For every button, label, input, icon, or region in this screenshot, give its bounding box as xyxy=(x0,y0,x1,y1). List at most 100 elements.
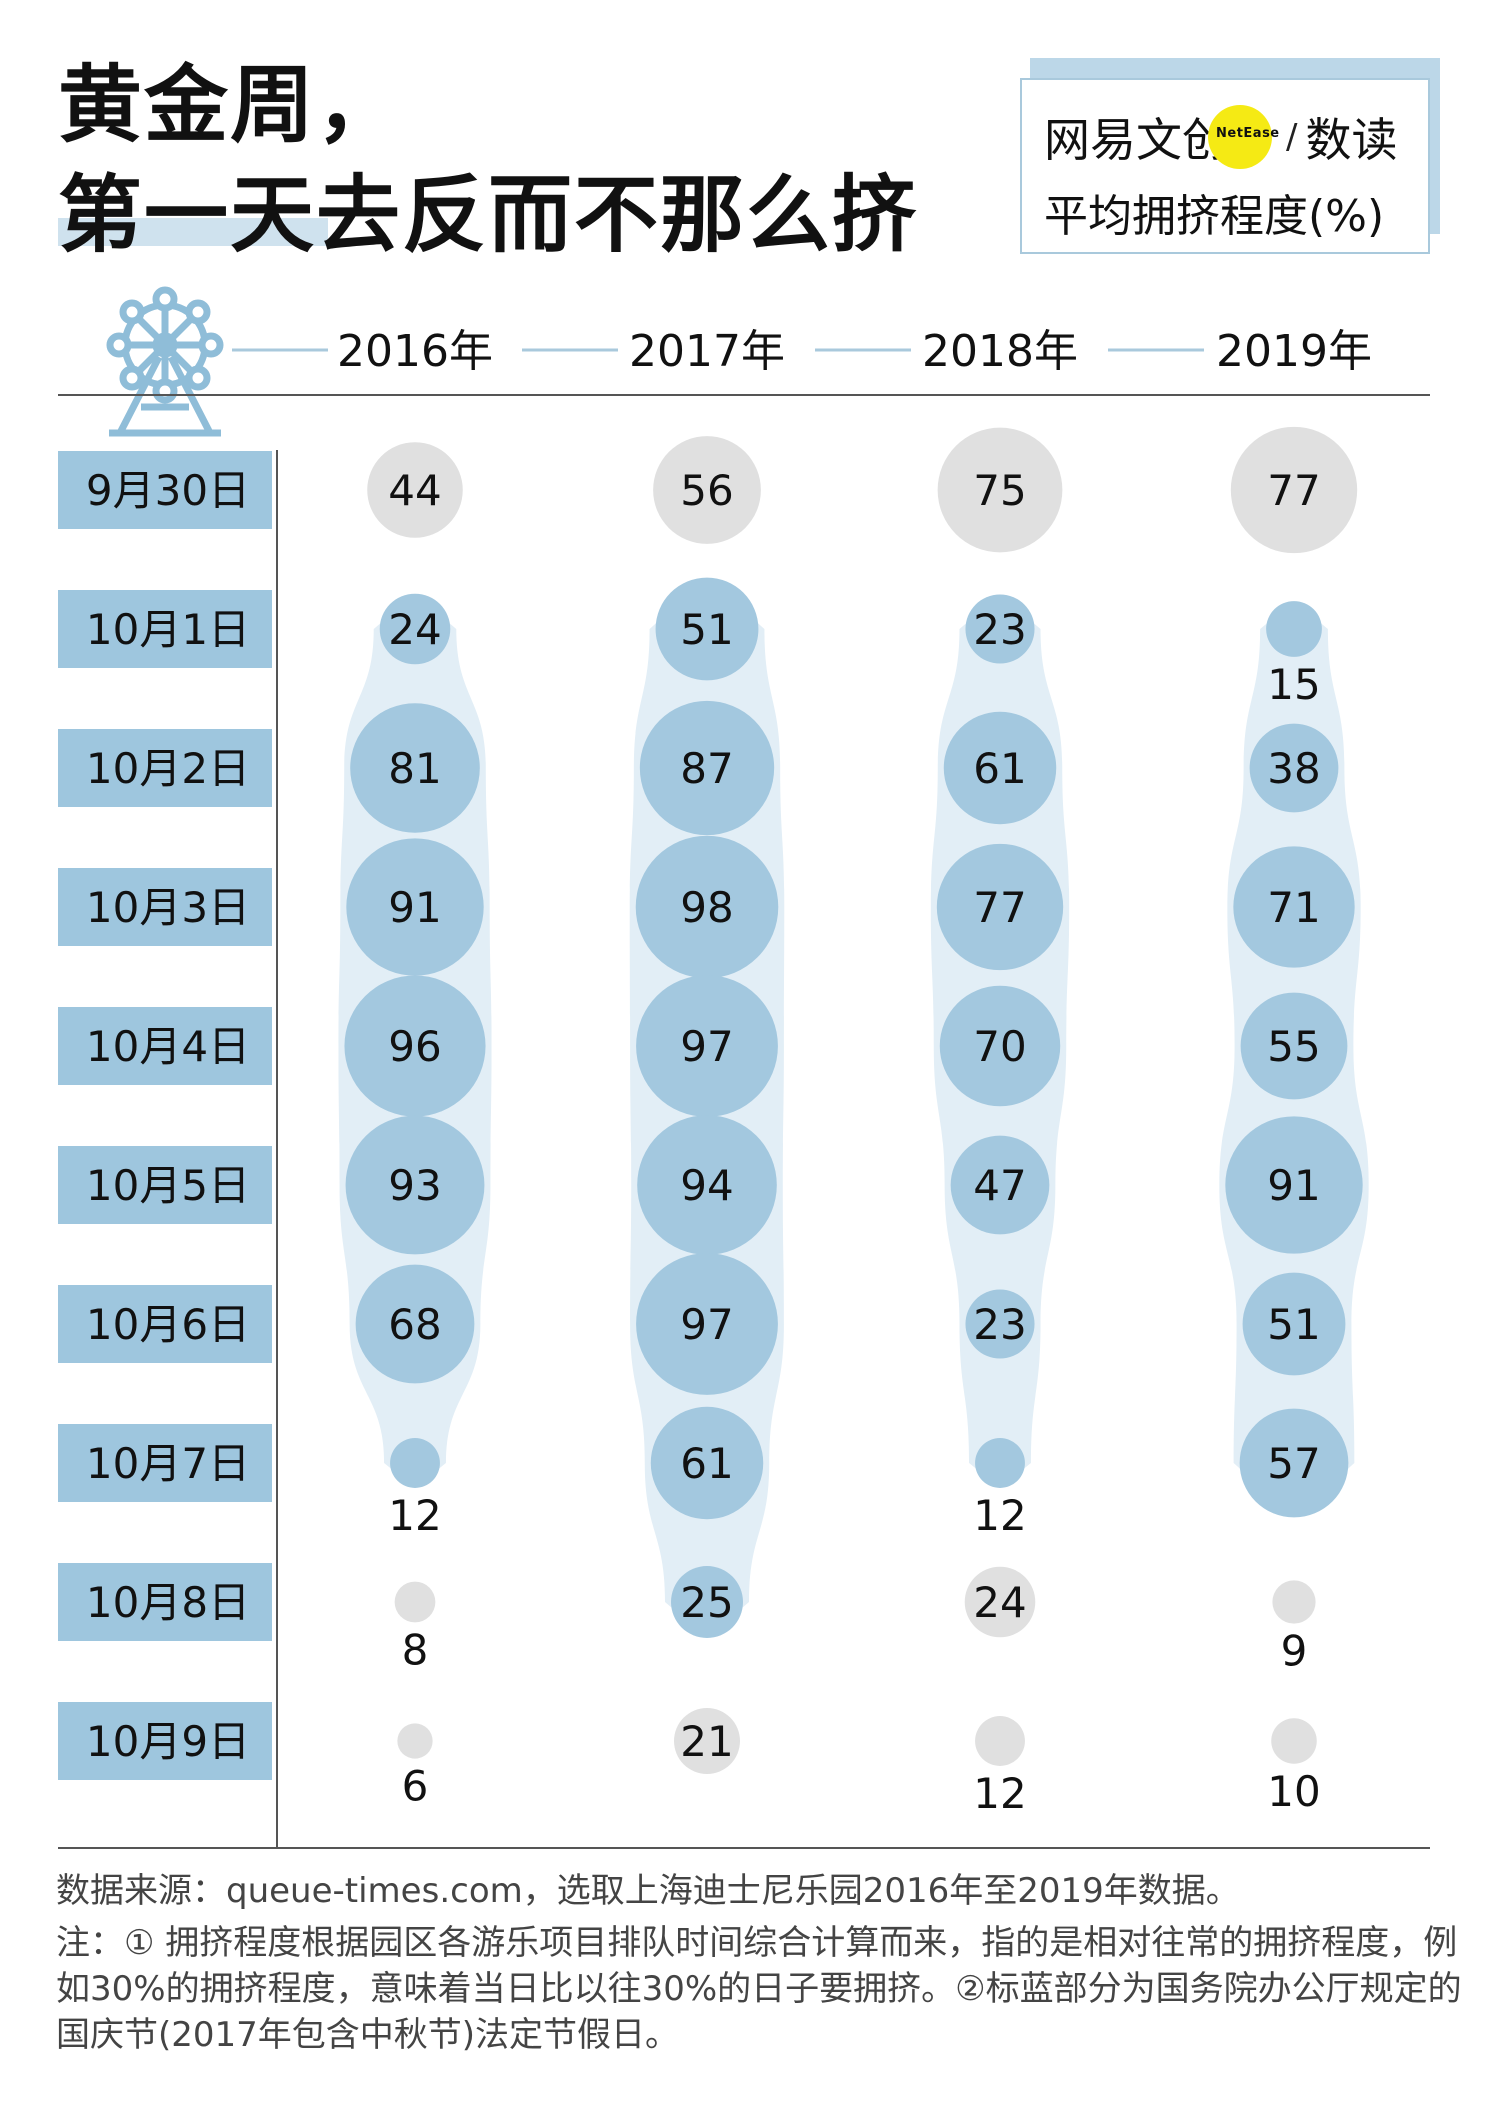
bubble-2018年-10月4日 xyxy=(939,985,1061,1107)
value-label-2017年-10月2日: 87 xyxy=(680,744,733,793)
year-label-2016年: 2016年 xyxy=(337,326,493,377)
year-label-2019年: 2019年 xyxy=(1216,326,1372,377)
bubble-2019年-9月30日 xyxy=(1230,426,1358,554)
row-label-bg-4 xyxy=(58,1007,272,1085)
row-label-bg-6 xyxy=(58,1285,272,1363)
bubble-2017年-10月5日 xyxy=(637,1115,777,1255)
value-label-2016年-10月3日: 91 xyxy=(388,883,441,932)
bubble-2017年-9月30日 xyxy=(653,436,761,544)
title: 黄金周， 第一天去反而不那么挤 xyxy=(58,50,918,270)
value-label-2016年-10月9日: 6 xyxy=(402,1762,429,1811)
title-line-1: 黄金周， xyxy=(58,56,403,154)
row-label-5: 10月5日 xyxy=(86,1161,250,1210)
bubble-2019年-10月7日 xyxy=(1239,1408,1349,1518)
value-label-2018年-10月9日: 12 xyxy=(973,1769,1026,1818)
row-label-0: 9月30日 xyxy=(86,466,250,515)
bubble-2019年-10月3日 xyxy=(1233,846,1355,968)
brand-logo-dot-text: NetEase xyxy=(1216,126,1280,141)
bubble-2017年-10月4日 xyxy=(636,975,778,1117)
row-label-1: 10月1日 xyxy=(86,605,250,654)
bubble-2019年-10月1日 xyxy=(1266,601,1322,657)
value-label-2017年-10月5日: 94 xyxy=(680,1161,733,1210)
value-label-2019年-10月7日: 57 xyxy=(1267,1439,1320,1488)
footnote: 注：① 拥挤程度根据园区各游乐项目排队时间综合计算而来，指的是相对往常的拥挤程度… xyxy=(56,1923,1462,2055)
row-label-bg-7 xyxy=(58,1424,272,1502)
bubble-2018年-10月3日 xyxy=(936,843,1064,971)
value-label-2018年-10月8日: 24 xyxy=(973,1578,1026,1627)
row-label-7: 10月7日 xyxy=(86,1439,250,1488)
row-label-6: 10月6日 xyxy=(86,1300,250,1349)
row-label-bg-9 xyxy=(58,1702,272,1780)
value-label-2018年-10月6日: 23 xyxy=(973,1300,1026,1349)
value-label-2017年-10月7日: 61 xyxy=(680,1439,733,1488)
value-label-2016年-9月30日: 44 xyxy=(388,466,441,515)
bubble-2016年-10月7日 xyxy=(390,1438,440,1488)
bubble-chart: 2016年 2017年 2018年 2019年 9月30日 10月1日 10月2日 10月3日… xyxy=(58,286,1430,1849)
brand-logo-slash: / xyxy=(1286,117,1298,157)
row-label-bg-1 xyxy=(58,590,272,668)
year-label-2017年: 2017年 xyxy=(629,326,785,377)
bubble-2016年-10月8日 xyxy=(394,1581,436,1623)
bubble-2018年-10月9日 xyxy=(975,1716,1025,1766)
value-label-2019年-10月8日: 9 xyxy=(1281,1627,1308,1676)
bubble-2016年-10月9日 xyxy=(397,1723,433,1759)
value-label-2017年-10月6日: 97 xyxy=(680,1300,733,1349)
bubble-2017年-10月6日 xyxy=(636,1253,778,1395)
value-label-2018年-10月1日: 23 xyxy=(973,605,1026,654)
row-label-3: 10月3日 xyxy=(86,883,250,932)
value-label-2018年-10月4日: 70 xyxy=(973,1022,1026,1071)
value-label-2019年-10月3日: 71 xyxy=(1267,883,1320,932)
value-label-2019年-10月1日: 15 xyxy=(1267,660,1320,709)
value-label-2016年-10月2日: 81 xyxy=(388,744,441,793)
value-label-2019年-9月30日: 77 xyxy=(1267,466,1320,515)
brand-logo-text-1: 网易文创 xyxy=(1044,113,1228,167)
bubble-2017年-10月3日 xyxy=(635,835,779,979)
brand-logo-dot: NetEase xyxy=(1208,105,1279,169)
bubble-2018年-9月30日 xyxy=(937,427,1063,553)
value-label-2016年-10月5日: 93 xyxy=(388,1161,441,1210)
bubble-2016年-10月1日 xyxy=(379,593,451,665)
bubble-2019年-10月8日 xyxy=(1272,1580,1316,1624)
bubble-2018年-10月8日 xyxy=(964,1566,1036,1638)
bubble-2019年-10月6日 xyxy=(1242,1272,1346,1376)
bubble-2019年-10月4日 xyxy=(1240,992,1348,1100)
bubble-2017年-10月1日 xyxy=(655,577,759,681)
value-label-2019年-10月5日: 91 xyxy=(1267,1161,1320,1210)
bubble-2019年-10月2日 xyxy=(1249,723,1339,813)
brand-logo: 网易文创 NetEase / 数读 xyxy=(1044,104,1397,170)
row-label-8: 10月8日 xyxy=(86,1578,250,1627)
value-label-2016年-10月4日: 96 xyxy=(388,1022,441,1071)
row-label-bg-3 xyxy=(58,868,272,946)
bubble-2018年-10月7日 xyxy=(975,1438,1025,1488)
value-label-2016年-10月6日: 68 xyxy=(388,1300,441,1349)
brand-box: 网易文创 NetEase / 数读 平均拥挤程度(%) xyxy=(1020,78,1430,254)
value-label-2017年-10月1日: 51 xyxy=(680,605,733,654)
bubble-2016年-10月5日 xyxy=(345,1115,485,1255)
value-label-2018年-9月30日: 75 xyxy=(973,466,1026,515)
value-label-2018年-10月5日: 47 xyxy=(973,1161,1026,1210)
title-underline xyxy=(58,218,328,246)
bubble-2016年-10月4日 xyxy=(344,975,486,1117)
row-label-2: 10月2日 xyxy=(86,744,250,793)
value-label-2017年-10月4日: 97 xyxy=(680,1022,733,1071)
row-label-bg-2 xyxy=(58,729,272,807)
row-label-bg-0 xyxy=(58,451,272,529)
row-label-bg-5 xyxy=(58,1146,272,1224)
data-source-note: 数据来源：queue-times.com，选取上海迪士尼乐园2016年至2019… xyxy=(56,1871,1240,1911)
footer: 数据来源：queue-times.com，选取上海迪士尼乐园2016年至2019… xyxy=(56,1868,1466,2064)
bubble-2017年-10月2日 xyxy=(639,700,775,836)
title-line-2: 第一天去反而不那么挤 xyxy=(58,166,919,264)
bubble-2017年-10月8日 xyxy=(671,1566,743,1638)
value-label-2016年-10月1日: 24 xyxy=(388,605,441,654)
bubble-2016年-9月30日 xyxy=(367,442,463,538)
bubble-2018年-10月5日 xyxy=(950,1135,1050,1235)
value-label-2018年-10月2日: 61 xyxy=(973,744,1026,793)
bubble-2017年-10月7日 xyxy=(650,1406,764,1520)
brand-logo-text-2: 数读 xyxy=(1305,113,1398,167)
bubble-2017年-10月9日 xyxy=(674,1708,740,1774)
value-label-2019年-10月4日: 55 xyxy=(1267,1022,1320,1071)
value-label-2016年-10月7日: 12 xyxy=(388,1491,441,1540)
value-label-2018年-10月7日: 12 xyxy=(973,1491,1026,1540)
value-label-2017年-10月3日: 98 xyxy=(680,883,733,932)
ferris-wheel-icon xyxy=(106,286,224,437)
